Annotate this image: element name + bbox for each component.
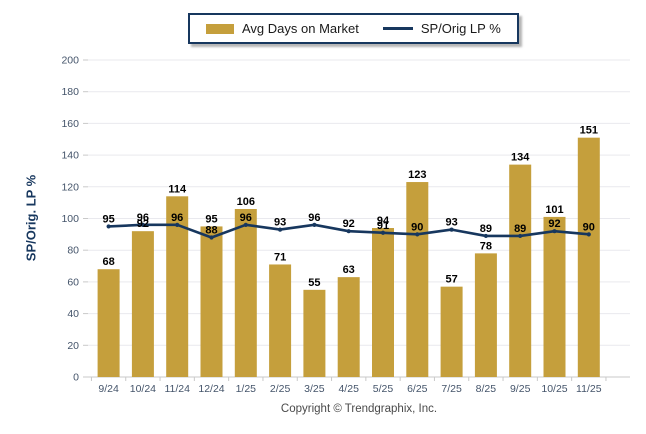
legend-item-bar-series[interactable]: Avg Days on Market bbox=[206, 21, 359, 36]
x-tick-label-4/25: 4/25 bbox=[338, 383, 359, 395]
y-tick-label-180: 180 bbox=[61, 86, 79, 98]
x-tick-label-8/25: 8/25 bbox=[476, 383, 497, 395]
bar-2/25[interactable] bbox=[269, 264, 292, 377]
bar-value-label-12/24: 95 bbox=[205, 213, 217, 225]
line-value-label-10/24: 96 bbox=[137, 212, 149, 224]
line-point-9/25 bbox=[518, 233, 523, 239]
line-value-label-10/25: 92 bbox=[548, 218, 560, 230]
legend: Avg Days on Market SP/Orig LP % bbox=[188, 13, 519, 44]
bar-value-label-7/25: 57 bbox=[445, 274, 457, 286]
y-tick-label-80: 80 bbox=[67, 245, 79, 257]
x-tick-label-9/25: 9/25 bbox=[510, 383, 531, 395]
legend-line-label: SP/Orig LP % bbox=[420, 21, 501, 36]
bar-value-label-4/25: 63 bbox=[343, 264, 355, 276]
y-tick-label-140: 140 bbox=[61, 150, 79, 162]
x-tick-label-1/25: 1/25 bbox=[236, 383, 257, 395]
x-tick-label-11/25: 11/25 bbox=[576, 383, 602, 395]
y-tick-label-60: 60 bbox=[67, 276, 79, 288]
bar-value-label-11/24: 114 bbox=[168, 183, 187, 195]
line-value-label-1/25: 96 bbox=[240, 212, 252, 224]
y-tick-label-100: 100 bbox=[61, 213, 79, 225]
bar-12/24[interactable] bbox=[200, 226, 223, 377]
bar-value-label-2/25: 71 bbox=[274, 251, 286, 263]
y-tick-label-0: 0 bbox=[73, 372, 79, 384]
line-value-label-7/25: 93 bbox=[445, 217, 457, 229]
line-point-8/25 bbox=[483, 233, 488, 239]
x-tick-label-5/25: 5/25 bbox=[373, 383, 394, 395]
legend-item-line-series[interactable]: SP/Orig LP % bbox=[359, 21, 501, 36]
y-tick-label-40: 40 bbox=[67, 308, 79, 320]
x-tick-label-10/25: 10/25 bbox=[541, 383, 567, 395]
bar-7/25[interactable] bbox=[440, 286, 463, 377]
bar-value-label-10/24: 92 bbox=[137, 218, 149, 230]
bar-11/25[interactable] bbox=[577, 137, 600, 377]
line-value-label-12/24: 88 bbox=[205, 225, 217, 237]
line-point-10/24 bbox=[140, 222, 145, 227]
legend-bar-label: Avg Days on Market bbox=[242, 21, 359, 36]
x-tick-label-7/25: 7/25 bbox=[441, 383, 462, 395]
x-tick-label-2/25: 2/25 bbox=[270, 383, 291, 395]
x-tick-label-9/24: 9/24 bbox=[98, 383, 119, 395]
line-point-9/24 bbox=[106, 224, 111, 229]
x-tick-label-11/24: 11/24 bbox=[164, 383, 190, 395]
bar-value-label-9/25: 134 bbox=[511, 152, 530, 164]
line-point-4/25 bbox=[346, 229, 351, 234]
line-value-label-5/25: 91 bbox=[377, 220, 389, 232]
bar-11/24[interactable] bbox=[166, 196, 189, 377]
bar-9/24[interactable] bbox=[97, 269, 120, 377]
bar-value-label-11/25: 151 bbox=[580, 125, 598, 137]
line-point-11/25 bbox=[586, 232, 591, 237]
line-point-6/25 bbox=[415, 232, 420, 237]
bar-3/25[interactable] bbox=[303, 289, 326, 377]
line-value-label-4/25: 92 bbox=[343, 218, 355, 230]
line-point-3/25 bbox=[312, 222, 317, 227]
line-point-11/24 bbox=[175, 222, 180, 227]
bar-6/25[interactable] bbox=[406, 182, 429, 377]
line-point-10/25 bbox=[552, 229, 557, 234]
line-value-label-2/25: 93 bbox=[274, 217, 286, 229]
copyright-text: Copyright © Trendgraphix, Inc. bbox=[280, 403, 438, 415]
bar-9/25[interactable] bbox=[509, 164, 532, 377]
line-point-12/24 bbox=[209, 235, 214, 240]
line-value-label-9/24: 95 bbox=[102, 213, 114, 225]
bar-value-label-1/25: 106 bbox=[237, 196, 255, 208]
line-point-7/25 bbox=[449, 227, 454, 232]
x-tick-label-3/25: 3/25 bbox=[304, 383, 325, 395]
bar-10/24[interactable] bbox=[131, 231, 154, 377]
x-tick-label-12/24: 12/24 bbox=[198, 383, 224, 395]
bar-value-label-5/25: 94 bbox=[377, 215, 390, 227]
line-series-swatch-icon bbox=[382, 27, 413, 30]
bar-value-label-6/25: 123 bbox=[408, 169, 426, 181]
x-tick-label-6/25: 6/25 bbox=[407, 383, 428, 395]
line-value-label-8/25: 89 bbox=[480, 223, 492, 235]
line-value-label-3/25: 96 bbox=[308, 212, 320, 224]
x-tick-label-10/24: 10/24 bbox=[130, 383, 156, 395]
line-value-label-11/24: 96 bbox=[171, 212, 183, 224]
bar-10/25[interactable] bbox=[543, 216, 566, 377]
line-point-5/25 bbox=[380, 230, 386, 235]
bar-value-label-8/25: 78 bbox=[480, 240, 492, 252]
bar-5/25[interactable] bbox=[372, 228, 394, 377]
bar-1/25[interactable] bbox=[234, 208, 257, 377]
line-point-1/25 bbox=[243, 222, 248, 227]
y-tick-label-120: 120 bbox=[61, 181, 79, 193]
bar-4/25[interactable] bbox=[337, 277, 360, 377]
bar-value-label-3/25: 55 bbox=[308, 277, 320, 289]
y-tick-label-20: 20 bbox=[67, 340, 79, 352]
line-value-label-11/25: 90 bbox=[583, 221, 595, 233]
bar-value-label-9/24: 68 bbox=[102, 256, 114, 268]
line-value-label-9/25: 89 bbox=[514, 223, 526, 235]
y-tick-label-160: 160 bbox=[61, 118, 79, 130]
y-tick-label-200: 200 bbox=[61, 55, 79, 67]
bar-8/25[interactable] bbox=[474, 253, 497, 377]
bar-series-swatch-icon bbox=[206, 23, 234, 34]
line-point-2/25 bbox=[278, 227, 283, 232]
line-value-label-6/25: 90 bbox=[411, 221, 423, 233]
bar-value-label-10/25: 101 bbox=[545, 204, 563, 216]
